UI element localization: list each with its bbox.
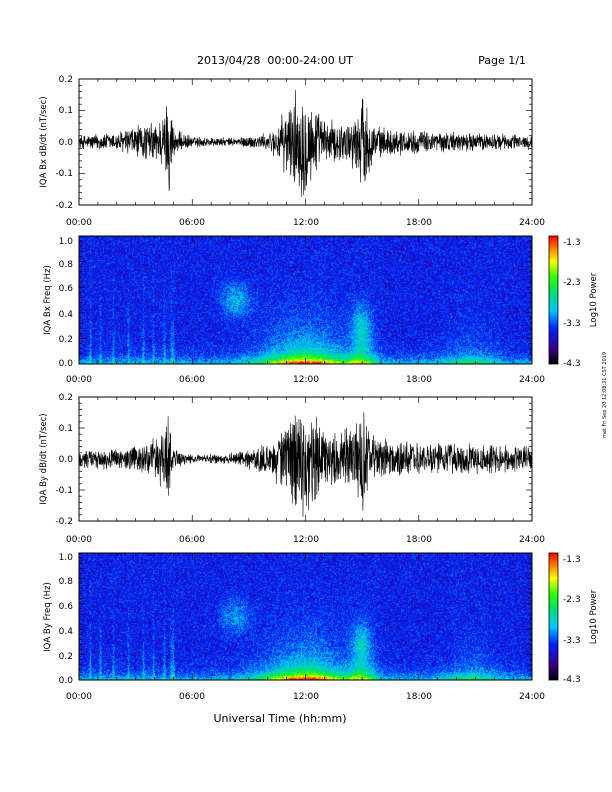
panel-ticks (78, 235, 533, 365)
plot-title: 2013/04/28 00:00-24:00 UT (197, 54, 353, 67)
y-axis-label: IQA By Freq (Hz) (43, 582, 53, 652)
colorbar-tick-label: -1.3 (563, 238, 581, 248)
x-tick-label: 24:00 (519, 692, 545, 702)
colorbar (548, 235, 559, 365)
y-axis-label: IQA Bx dB/dt (nT/sec) (39, 96, 49, 187)
x-axis-label: Universal Time (hh:mm) (214, 712, 347, 725)
y-tick-label: 0.0 (59, 138, 74, 148)
x-tick-label: 24:00 (519, 535, 545, 545)
y-tick-label: 0.0 (59, 359, 74, 369)
colorbar-tick-label: -3.3 (563, 319, 581, 329)
y-tick-label: 0.2 (59, 335, 73, 345)
y-tick-label: 1.0 (59, 237, 74, 247)
y-tick-label: -0.2 (55, 201, 73, 211)
y-tick-label: 0.6 (59, 284, 74, 294)
y-tick-label: 0.2 (59, 393, 73, 403)
y-tick-label: -0.2 (55, 517, 73, 527)
y-tick-label: 0.1 (59, 106, 73, 116)
y-tick-label: 0.1 (59, 424, 73, 434)
y-tick-label: 0.0 (59, 455, 74, 465)
colorbar-tick-label: -1.3 (563, 555, 581, 565)
y-axis-label: IQA Bx Freq (Hz) (43, 265, 53, 335)
y-tick-label: -0.1 (55, 169, 73, 179)
panel-by-spectrogram: 1.0 0.8 0.6 0.4 0.2 0.0 IQA By Freq (Hz)… (43, 552, 599, 702)
panel-bx-spectrogram: 1.0 0.8 0.6 0.4 0.2 0.0 IQA Bx Freq (Hz)… (43, 235, 599, 385)
x-tick-label: 18:00 (406, 692, 432, 702)
x-tick-label: 12:00 (293, 692, 319, 702)
y-tick-label: 0.4 (59, 310, 74, 320)
y-tick-label: 0.2 (59, 652, 73, 662)
x-tick-label: 06:00 (179, 535, 205, 545)
x-tick-label: 12:00 (293, 535, 319, 545)
bx-spectrogram-image (79, 236, 532, 364)
page-indicator: Page 1/1 (478, 54, 526, 67)
x-tick-label: 24:00 (519, 218, 545, 228)
panel-ticks (78, 396, 533, 522)
y-tick-label: 0.0 (59, 676, 74, 686)
colorbar (548, 552, 559, 681)
x-tick-label: 06:00 (179, 375, 205, 385)
colorbar-tick-label: -2.3 (563, 278, 581, 288)
colorbar-tick-label: -4.3 (563, 359, 581, 369)
panel-bx-dbdt: 0.2 0.1 0.0 -0.1 -0.2 IQA Bx dB/dt (nT/s… (39, 75, 545, 228)
panel-ticks (78, 552, 533, 681)
y-tick-label: 0.8 (59, 260, 74, 270)
colorbar-label: Log10 Power (589, 589, 599, 644)
colorbar-tick-label: -2.3 (563, 595, 581, 605)
colorbar-tick-label: -4.3 (563, 675, 581, 685)
x-tick-label: 06:00 (179, 692, 205, 702)
x-tick-label: 18:00 (406, 535, 432, 545)
x-tick-label: 06:00 (179, 218, 205, 228)
x-tick-label: 12:00 (293, 375, 319, 385)
x-tick-label: 00:00 (66, 375, 92, 385)
x-tick-label: 12:00 (293, 218, 319, 228)
by-spectrogram-image (79, 553, 532, 680)
x-tick-label: 00:00 (66, 535, 92, 545)
by-dbdt-trace (78, 412, 533, 517)
generation-stamp: mat Fri Sep 20 12:08:31 CST 2019 (602, 352, 608, 438)
y-tick-label: 0.2 (59, 75, 73, 85)
y-tick-label: 0.6 (59, 602, 74, 612)
x-tick-label: 18:00 (406, 218, 432, 228)
bx-dbdt-trace (78, 90, 533, 197)
x-tick-label: 00:00 (66, 218, 92, 228)
colorbar-tick-label: -3.3 (563, 636, 581, 646)
panel-by-dbdt: 0.2 0.1 0.0 -0.1 -0.2 IQA By dB/dt (nT/s… (39, 393, 545, 545)
y-tick-label: 0.8 (59, 577, 74, 587)
y-tick-label: 0.4 (59, 627, 74, 637)
x-tick-label: 24:00 (519, 375, 545, 385)
colorbar-label: Log10 Power (589, 272, 599, 327)
x-tick-label: 18:00 (406, 375, 432, 385)
y-tick-label: -0.1 (55, 486, 73, 496)
y-tick-label: 1.0 (59, 553, 74, 563)
y-axis-label: IQA By dB/dt (nT/sec) (39, 413, 49, 504)
panel-ticks (78, 78, 533, 206)
x-tick-label: 00:00 (66, 692, 92, 702)
